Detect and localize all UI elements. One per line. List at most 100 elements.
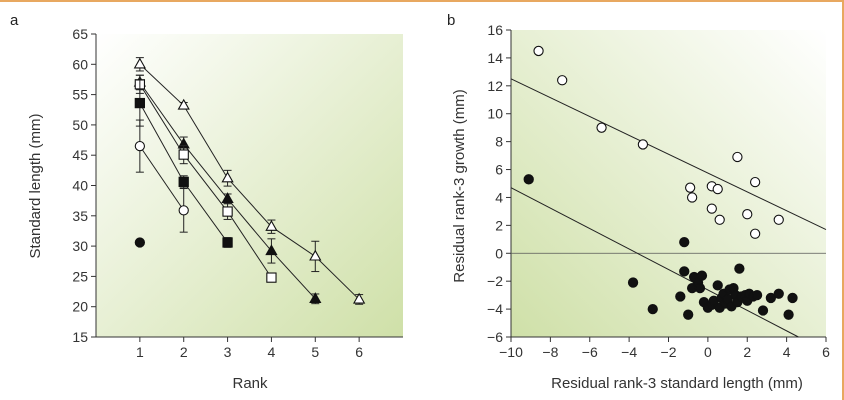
data-point: [749, 176, 761, 188]
panel-label: b: [447, 12, 455, 29]
series-line: [139, 84, 272, 278]
data-point: [732, 151, 743, 163]
x-tick-label: 3: [224, 344, 232, 360]
y-tick-label: 4: [495, 189, 503, 205]
series-circle-open: [510, 45, 827, 239]
data-point: [773, 214, 784, 225]
y-axis-label: Residual rank-3 growth (mm): [451, 89, 468, 282]
data-point: [134, 97, 146, 109]
series-square-filled: [134, 79, 233, 248]
y-tick-label: 15: [72, 329, 88, 345]
y-tick-label: 12: [487, 78, 503, 94]
data-point: [265, 244, 278, 256]
y-tick-label: 10: [487, 106, 503, 122]
data-point: [309, 292, 322, 303]
y-tick-label: 6: [495, 162, 503, 178]
x-tick-label: 2: [743, 344, 751, 360]
data-point: [679, 236, 690, 248]
y-tick-label: −2: [487, 273, 503, 289]
x-axis-label: Residual rank-3 standard length (mm): [551, 375, 803, 392]
data-point: [751, 289, 763, 301]
x-tick-label: −10: [499, 344, 523, 360]
data-point: [627, 277, 639, 288]
x-axis-label: Rank: [232, 375, 268, 392]
panel-label: a: [10, 12, 19, 29]
data-point: [683, 309, 694, 320]
x-tick-label: 4: [783, 344, 791, 360]
y-tick-label: −6: [487, 329, 503, 345]
data-point: [178, 205, 189, 216]
data-point: [765, 292, 777, 304]
x-tick-label: 0: [704, 344, 712, 360]
data-point: [679, 266, 690, 277]
data-point: [712, 183, 723, 195]
series-circle-open: [134, 119, 189, 233]
series-circle-filled: [134, 237, 146, 248]
data-point: [177, 98, 190, 110]
y-tick-label: 60: [72, 56, 88, 72]
data-point: [686, 192, 698, 203]
data-point: [178, 149, 189, 160]
y-tick-label: 65: [72, 26, 88, 42]
data-point: [221, 171, 234, 183]
y-tick-label: 25: [72, 268, 88, 284]
x-tick-label: 1: [136, 344, 144, 360]
data-point: [787, 292, 798, 304]
data-point: [523, 174, 534, 185]
data-point: [712, 280, 723, 291]
x-tick-label: 6: [355, 344, 363, 360]
data-point: [134, 237, 146, 248]
data-point: [533, 45, 544, 57]
y-tick-label: 2: [495, 217, 503, 233]
y-tick-label: 40: [72, 178, 88, 194]
data-point: [706, 203, 717, 214]
y-tick-label: 16: [487, 22, 503, 38]
series-circle-filled: [510, 174, 799, 338]
x-tick-label: 4: [268, 344, 276, 360]
x-tick-label: −8: [542, 344, 558, 360]
y-tick-label: −4: [487, 301, 503, 317]
data-point: [714, 214, 725, 225]
data-point: [221, 192, 234, 203]
y-tick-label: 0: [495, 245, 503, 261]
panel-b: −6 −4 −2 0 2 4 6 8 10 12 14 16 −10 −8 −6 −4 −2 0 2 4 6 Residu…: [447, 12, 830, 392]
y-axis-label: Standard length (mm): [27, 113, 44, 258]
x-tick-label: 5: [311, 344, 319, 360]
series-line: [139, 145, 185, 211]
series-triangle-open: [133, 57, 366, 305]
data-point: [222, 237, 233, 248]
data-point: [773, 288, 784, 299]
y-tick-label: 55: [72, 87, 88, 103]
data-point: [685, 182, 696, 193]
y-tick-label: 30: [72, 238, 88, 254]
data-point: [557, 75, 568, 86]
data-point: [749, 228, 761, 239]
data-point: [757, 305, 769, 316]
y-tick-label: 20: [72, 299, 88, 315]
data-point: [647, 303, 658, 315]
y-tick-label: 50: [72, 117, 88, 133]
y-tick-label: 8: [495, 134, 503, 150]
x-tick-label: −6: [582, 344, 598, 360]
data-point: [783, 309, 794, 320]
x-tick-label: 6: [822, 344, 830, 360]
data-point: [742, 209, 753, 220]
y-tick-label: 45: [72, 147, 88, 163]
x-tick-label: −4: [621, 344, 637, 360]
data-point: [134, 140, 146, 152]
plot-background: [96, 34, 403, 337]
series-line: [139, 63, 360, 300]
data-point: [266, 272, 277, 283]
data-point: [637, 139, 649, 150]
data-point: [178, 176, 189, 188]
data-point: [309, 249, 322, 261]
data-point: [596, 122, 607, 133]
data-point: [696, 270, 708, 281]
y-tick-label: 35: [72, 208, 88, 224]
x-tick-label: −2: [661, 344, 677, 360]
regression-line: [510, 78, 827, 231]
